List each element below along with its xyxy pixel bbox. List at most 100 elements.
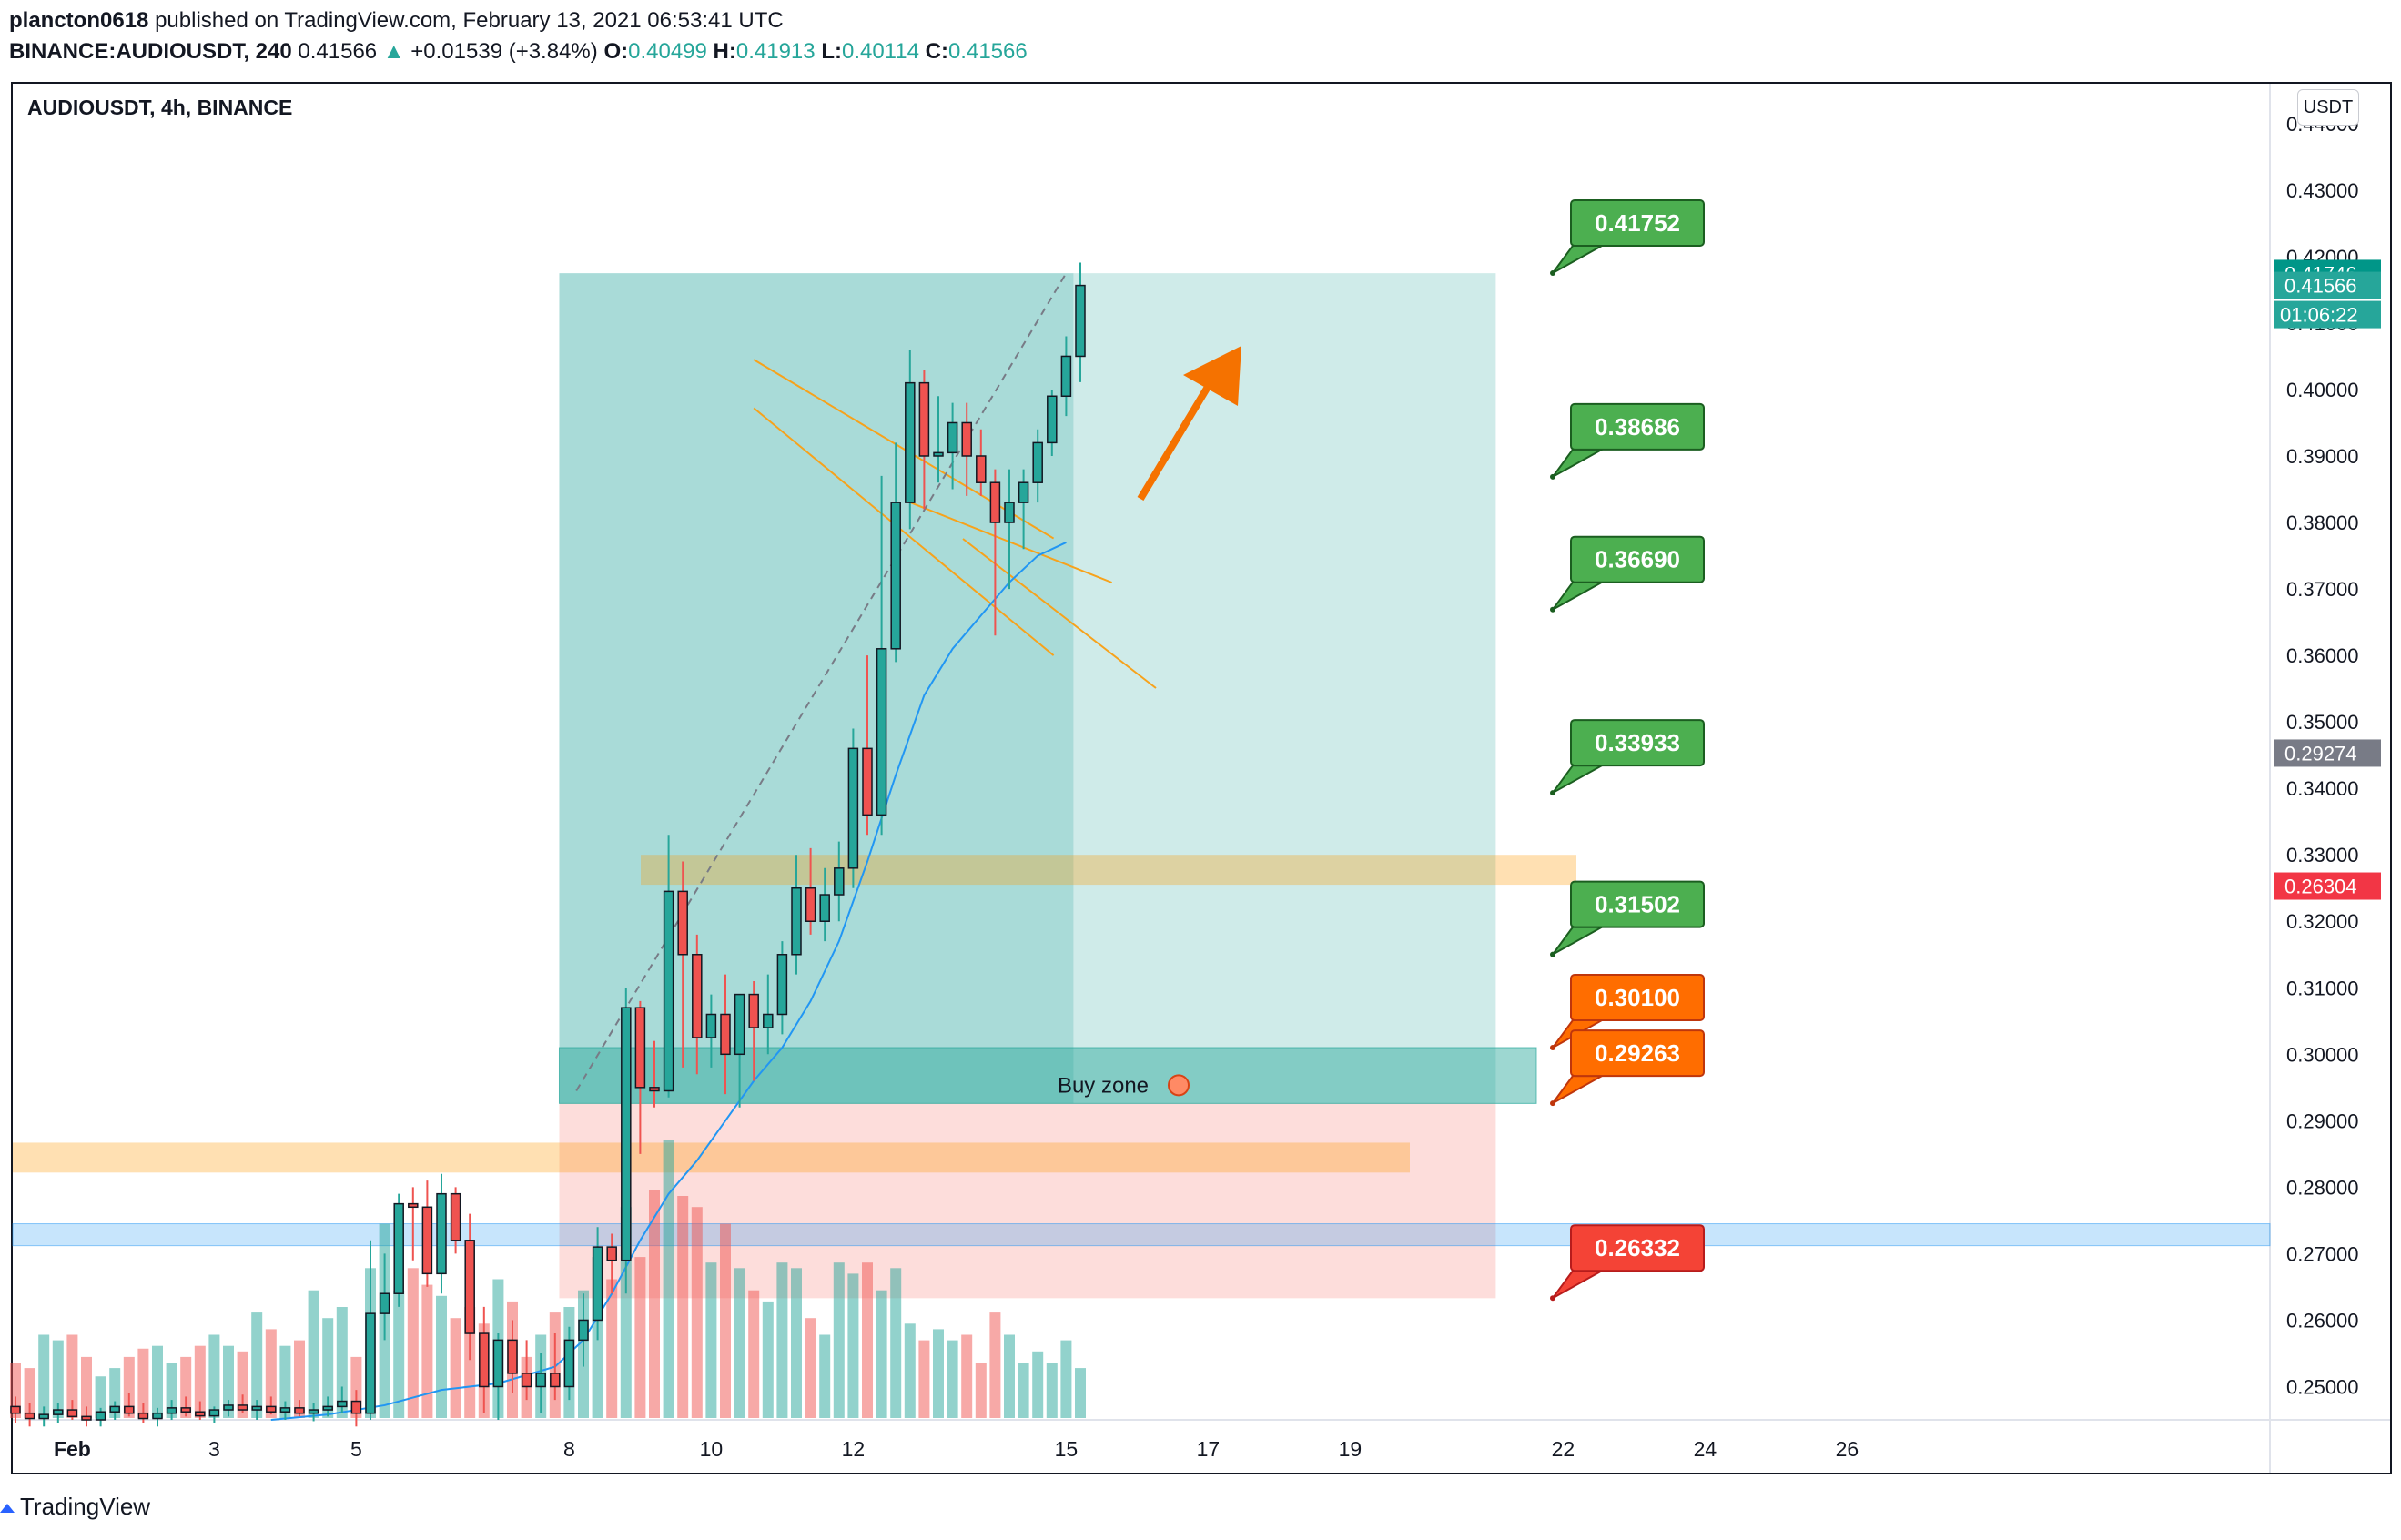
candle xyxy=(876,475,887,836)
volume-bar xyxy=(10,1363,21,1418)
volume-bar xyxy=(1032,1351,1044,1418)
volume-bar xyxy=(947,1340,958,1418)
volume-bar xyxy=(1060,1340,1072,1418)
candle xyxy=(521,1340,532,1401)
published-text: published on TradingView.com, February 1… xyxy=(155,8,784,33)
candle xyxy=(464,1213,475,1361)
candle xyxy=(535,1353,546,1413)
candle xyxy=(649,1040,660,1108)
volume-bar xyxy=(862,1262,873,1418)
candle xyxy=(124,1393,135,1417)
price-tick-label: 0.36000 xyxy=(2286,644,2359,667)
price-label-text: 0.41566 xyxy=(2284,275,2357,298)
horizontal-band xyxy=(12,1223,2271,1247)
time-tick-label: 3 xyxy=(208,1437,220,1461)
volume-bar xyxy=(308,1290,319,1418)
candle xyxy=(507,1320,518,1393)
open-value: 0.40499 xyxy=(628,39,707,64)
open-label: O: xyxy=(603,39,629,64)
volume-bar xyxy=(407,1268,419,1418)
candle xyxy=(450,1187,461,1254)
candle xyxy=(308,1403,319,1422)
price-tick-label: 0.38000 xyxy=(2286,512,2359,534)
volume-bar xyxy=(436,1295,447,1418)
candle xyxy=(805,847,816,935)
price-tick-label: 0.29000 xyxy=(2286,1109,2359,1132)
volume-bar xyxy=(904,1323,916,1418)
price-tick-label: 0.33000 xyxy=(2286,844,2359,866)
price-callout-target xyxy=(1550,719,1705,796)
candle xyxy=(976,429,987,496)
time-tick-label: 24 xyxy=(1694,1437,1717,1461)
volume-bar xyxy=(1075,1368,1086,1418)
price-callout-target xyxy=(1550,880,1705,957)
volume-bar xyxy=(265,1329,277,1418)
volume-bar xyxy=(109,1368,121,1418)
candle xyxy=(237,1394,248,1413)
high-value: 0.41913 xyxy=(735,39,816,64)
volume-bar xyxy=(166,1363,177,1418)
volume-bar xyxy=(450,1318,461,1418)
shrimp-icon xyxy=(1168,1074,1190,1097)
price-callout-label: 0.26332 xyxy=(1595,1234,1680,1261)
low-label: L: xyxy=(821,39,842,64)
candle xyxy=(10,1396,21,1423)
candle xyxy=(791,855,802,975)
volume-bar xyxy=(180,1356,192,1418)
volume-bar xyxy=(421,1284,433,1418)
volume-bar xyxy=(933,1329,944,1418)
volume-bar xyxy=(123,1356,135,1418)
volume-bar xyxy=(1018,1363,1029,1418)
price-label-tag xyxy=(2274,271,2381,329)
currency-button[interactable]: USDT xyxy=(2297,89,2359,126)
candle xyxy=(208,1406,220,1423)
candle xyxy=(436,1173,447,1294)
price-tick-label: 0.37000 xyxy=(2286,578,2359,601)
candle xyxy=(53,1403,64,1423)
volume-bar xyxy=(322,1318,334,1418)
candle xyxy=(1032,429,1043,503)
candle xyxy=(24,1403,35,1427)
footer-brand[interactable]: TradingView xyxy=(20,1493,151,1520)
volume-bar xyxy=(1046,1363,1058,1418)
candle xyxy=(322,1396,333,1417)
candle xyxy=(933,396,944,483)
candle xyxy=(1004,469,1015,590)
chart-frame xyxy=(11,82,2392,1474)
channel-lines xyxy=(753,359,1055,656)
volume-bar xyxy=(819,1334,831,1418)
volume-bar xyxy=(663,1140,674,1418)
candle xyxy=(365,1240,376,1420)
price-callout-target xyxy=(1550,402,1705,480)
volume-bar xyxy=(66,1334,78,1418)
volume-bar xyxy=(748,1290,760,1418)
candle xyxy=(592,1227,603,1341)
volume-bar xyxy=(720,1223,731,1418)
tradingview-logo-icon xyxy=(0,1504,15,1513)
candle xyxy=(350,1390,362,1427)
candle xyxy=(180,1396,191,1417)
last-price: 0.41566 xyxy=(298,39,378,64)
volume-bar xyxy=(805,1318,816,1418)
candle xyxy=(379,1253,390,1341)
time-tick-label: 10 xyxy=(700,1437,724,1461)
time-tick-label: 22 xyxy=(1552,1437,1575,1461)
candle xyxy=(1018,469,1029,550)
price-label-tag xyxy=(2274,739,2381,767)
countdown-text: 01:06:22 xyxy=(2280,304,2358,327)
buy-zone xyxy=(558,1047,1537,1104)
volume-bar xyxy=(776,1262,788,1418)
up-arrow-icon: ▲ xyxy=(382,39,405,64)
close-value: 0.41566 xyxy=(947,39,1028,64)
candle xyxy=(890,442,901,663)
price-label-text: 0.26304 xyxy=(2284,876,2357,898)
candle xyxy=(393,1193,404,1307)
candle xyxy=(563,1326,575,1401)
candle xyxy=(137,1403,149,1423)
candle xyxy=(748,980,759,1081)
author-name[interactable]: plancton0618 xyxy=(9,8,149,33)
volume-bar xyxy=(1004,1334,1015,1418)
candle xyxy=(279,1401,291,1420)
candle xyxy=(294,1400,305,1417)
